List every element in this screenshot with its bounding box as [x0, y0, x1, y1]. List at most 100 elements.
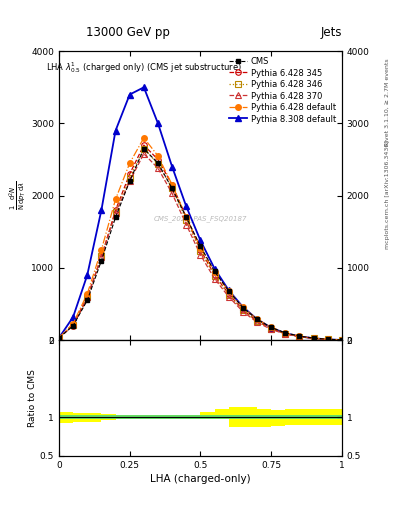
Pythia 6.428 370 [71, 321, 75, 327]
Text: LHA $\lambda^{1}_{0.5}$ (charged only) (CMS jet substructure): LHA $\lambda^{1}_{0.5}$ (charged only) (… [46, 60, 242, 75]
Line: CMS: CMS [57, 146, 344, 342]
Pythia 6.428 370 [226, 294, 231, 300]
Pythia 6.428 345 [283, 331, 288, 337]
Pythia 6.428 346 [226, 291, 231, 297]
Pythia 8.308 default [255, 316, 259, 322]
Pythia 8.308 default [156, 120, 160, 126]
CMS [269, 325, 274, 331]
CMS [170, 185, 174, 191]
Line: Pythia 6.428 346: Pythia 6.428 346 [56, 146, 345, 343]
Pythia 6.428 370 [241, 309, 245, 315]
Text: CMS_2021_PAS_FSQ20187: CMS_2021_PAS_FSQ20187 [154, 216, 247, 222]
Pythia 6.428 345 [325, 336, 330, 343]
Pythia 6.428 346 [297, 334, 302, 340]
Pythia 6.428 default [269, 324, 274, 330]
Pythia 6.428 346 [57, 335, 61, 341]
Text: mcplots.cern.ch [arXiv:1306.3436]: mcplots.cern.ch [arXiv:1306.3436] [385, 140, 390, 249]
Pythia 6.428 370 [340, 337, 344, 343]
Pythia 8.308 default [340, 337, 344, 343]
Pythia 6.428 default [311, 335, 316, 341]
Pythia 6.428 default [241, 304, 245, 310]
Line: Pythia 6.428 345: Pythia 6.428 345 [56, 142, 345, 343]
Pythia 6.428 370 [311, 335, 316, 342]
Pythia 6.428 370 [57, 335, 61, 341]
Pythia 6.428 345 [297, 333, 302, 339]
Pythia 6.428 345 [269, 326, 274, 332]
Pythia 8.308 default [212, 266, 217, 272]
Pythia 6.428 345 [170, 182, 174, 188]
Pythia 6.428 370 [127, 178, 132, 184]
Pythia 6.428 346 [311, 335, 316, 342]
Pythia 6.428 default [325, 336, 330, 343]
Pythia 6.428 345 [127, 171, 132, 177]
Pythia 6.428 370 [255, 319, 259, 325]
Pythia 6.428 default [255, 316, 259, 322]
Pythia 6.428 default [198, 245, 203, 251]
Pythia 8.308 default [127, 92, 132, 98]
Pythia 6.428 345 [141, 142, 146, 148]
Pythia 8.308 default [113, 127, 118, 134]
CMS [141, 145, 146, 152]
Pythia 8.308 default [141, 84, 146, 91]
Pythia 8.308 default [241, 304, 245, 310]
CMS [255, 316, 259, 322]
Pythia 6.428 346 [325, 336, 330, 343]
Line: Pythia 6.428 370: Pythia 6.428 370 [56, 151, 345, 343]
Pythia 6.428 370 [99, 254, 104, 260]
Pythia 6.428 default [57, 335, 61, 341]
Pythia 6.428 default [71, 321, 75, 327]
Pythia 6.428 default [283, 330, 288, 336]
Pythia 6.428 346 [184, 217, 189, 223]
CMS [226, 288, 231, 294]
Pythia 6.428 345 [340, 337, 344, 343]
Pythia 6.428 370 [325, 336, 330, 343]
Pythia 6.428 346 [170, 185, 174, 191]
Pythia 6.428 346 [241, 307, 245, 313]
Pythia 8.308 default [85, 272, 90, 278]
Pythia 8.308 default [297, 333, 302, 339]
Y-axis label: Ratio to CMS: Ratio to CMS [28, 369, 37, 427]
Pythia 8.308 default [311, 335, 316, 342]
CMS [297, 333, 302, 339]
Pythia 8.308 default [170, 164, 174, 170]
Pythia 6.428 default [141, 135, 146, 141]
CMS [241, 305, 245, 311]
Pythia 6.428 default [297, 333, 302, 339]
CMS [283, 330, 288, 336]
Pythia 6.428 346 [198, 248, 203, 254]
Pythia 6.428 345 [226, 291, 231, 297]
Pythia 6.428 370 [141, 151, 146, 157]
Pythia 6.428 345 [71, 323, 75, 329]
Pythia 6.428 346 [71, 322, 75, 328]
Pythia 6.428 345 [156, 157, 160, 163]
Pythia 6.428 default [226, 288, 231, 294]
CMS [85, 297, 90, 304]
Pythia 6.428 default [184, 214, 189, 220]
CMS [99, 258, 104, 264]
Pythia 6.428 default [340, 337, 344, 343]
Pythia 8.308 default [184, 203, 189, 209]
Pythia 6.428 370 [156, 165, 160, 172]
CMS [156, 160, 160, 166]
Pythia 6.428 345 [212, 272, 217, 278]
Pythia 8.308 default [325, 336, 330, 343]
CMS [212, 268, 217, 274]
Pythia 6.428 370 [184, 222, 189, 228]
Pythia 6.428 370 [269, 326, 274, 332]
Pythia 6.428 default [170, 182, 174, 188]
Pythia 6.428 346 [141, 145, 146, 152]
Pythia 6.428 346 [283, 331, 288, 337]
Pythia 6.428 default [127, 160, 132, 166]
Pythia 6.428 346 [85, 294, 90, 301]
Pythia 8.308 default [198, 238, 203, 244]
Pythia 6.428 370 [297, 334, 302, 340]
Pythia 8.308 default [269, 325, 274, 331]
CMS [127, 178, 132, 184]
Pythia 6.428 346 [127, 175, 132, 181]
Pythia 6.428 default [113, 196, 118, 202]
Text: Rivet 3.1.10, ≥ 2.7M events: Rivet 3.1.10, ≥ 2.7M events [385, 58, 390, 146]
Pythia 6.428 default [99, 247, 104, 253]
Pythia 6.428 default [156, 153, 160, 159]
CMS [325, 336, 330, 343]
Pythia 8.308 default [283, 330, 288, 336]
